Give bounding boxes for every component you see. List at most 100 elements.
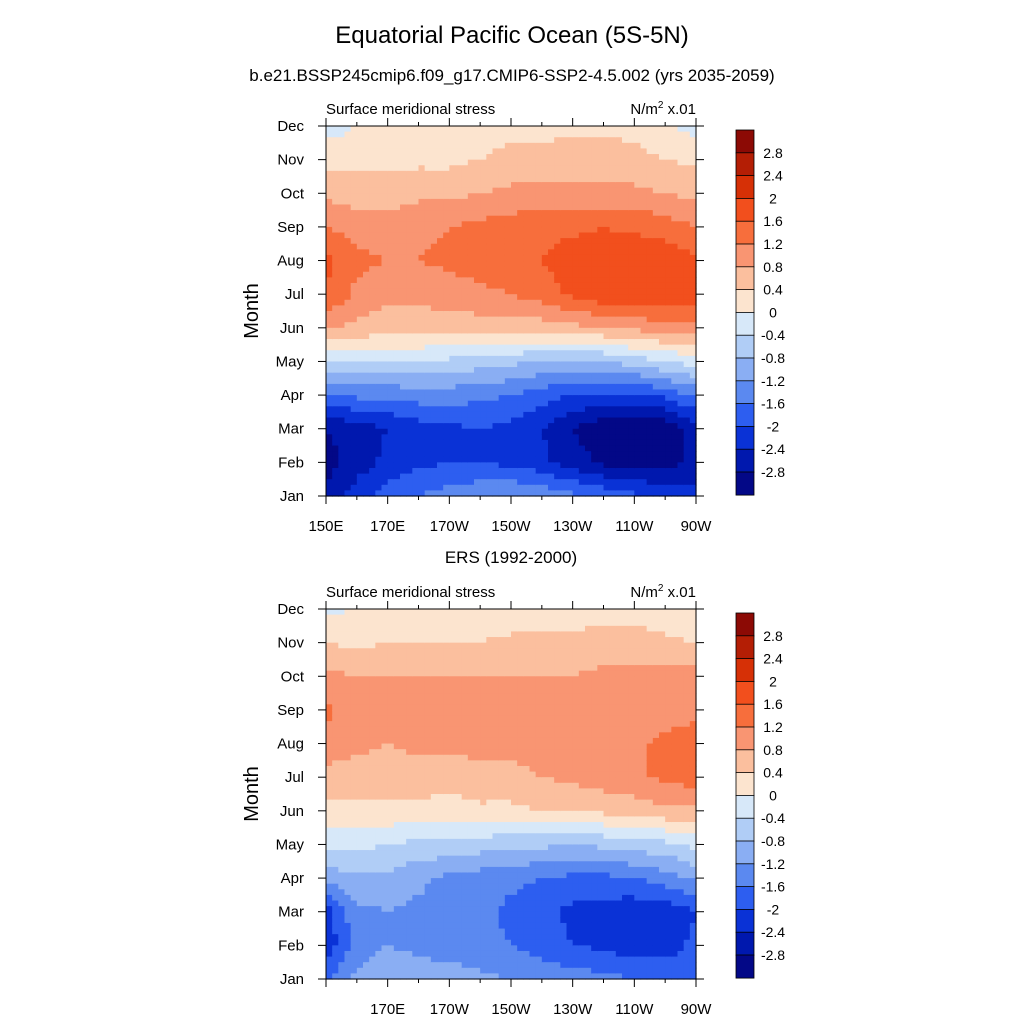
heatmap-cell bbox=[449, 243, 457, 250]
heatmap-cell bbox=[677, 271, 685, 278]
heatmap-cell bbox=[646, 210, 654, 217]
heatmap-cell bbox=[381, 777, 389, 784]
heatmap-cell bbox=[615, 288, 623, 295]
heatmap-cell bbox=[529, 322, 537, 329]
heatmap-cell bbox=[622, 467, 629, 475]
heatmap-cell bbox=[363, 165, 370, 172]
heatmap-cell bbox=[449, 131, 457, 138]
heatmap-cell bbox=[326, 299, 333, 306]
heatmap-cell bbox=[554, 467, 561, 475]
heatmap-cell bbox=[480, 271, 487, 278]
heatmap-cell bbox=[326, 648, 333, 655]
heatmap-cell bbox=[665, 451, 672, 458]
heatmap-cell bbox=[566, 484, 574, 491]
heatmap-cell bbox=[393, 238, 401, 245]
heatmap-cell bbox=[387, 137, 395, 144]
heatmap-cell bbox=[511, 170, 518, 178]
heatmap-cell bbox=[406, 620, 413, 627]
heatmap-cell bbox=[332, 243, 339, 250]
heatmap-cell bbox=[492, 170, 500, 178]
heatmap-cell bbox=[375, 967, 383, 974]
heatmap-cell bbox=[393, 154, 401, 161]
colorbar-swatch bbox=[735, 152, 755, 177]
heatmap-cell bbox=[585, 148, 592, 155]
heatmap-cell bbox=[461, 305, 469, 312]
heatmap-cell bbox=[443, 142, 450, 150]
heatmap-cell bbox=[504, 142, 512, 150]
heatmap-cell bbox=[449, 367, 457, 374]
heatmap-cell bbox=[609, 215, 617, 222]
heatmap-cell bbox=[486, 154, 494, 161]
heatmap-cell bbox=[455, 400, 463, 407]
heatmap-cell bbox=[363, 355, 370, 363]
heatmap-cell bbox=[529, 260, 537, 267]
heatmap-cell bbox=[430, 361, 438, 368]
heatmap-cell bbox=[369, 311, 376, 318]
heatmap-cell bbox=[437, 395, 444, 402]
heatmap-cell bbox=[369, 732, 376, 739]
heatmap-cell bbox=[369, 322, 376, 329]
heatmap-cell bbox=[517, 249, 524, 256]
heatmap-cell bbox=[326, 400, 333, 407]
heatmap-cell bbox=[677, 311, 685, 318]
heatmap-cell bbox=[492, 148, 500, 155]
heatmap-cell bbox=[381, 883, 389, 890]
heatmap-cell bbox=[326, 215, 333, 222]
heatmap-cell bbox=[326, 687, 333, 694]
heatmap-cell bbox=[665, 423, 672, 430]
heatmap-cell bbox=[640, 439, 648, 447]
heatmap-cell bbox=[671, 479, 679, 486]
heatmap-cell bbox=[363, 754, 370, 761]
heatmap-cell bbox=[332, 456, 339, 463]
heatmap-cell bbox=[523, 417, 531, 424]
heatmap-cell bbox=[350, 383, 358, 391]
heatmap-cell bbox=[406, 266, 413, 273]
heatmap-cell bbox=[498, 406, 506, 413]
heatmap-cell bbox=[646, 406, 654, 413]
heatmap-cell bbox=[578, 271, 586, 278]
heatmap-cell bbox=[597, 126, 605, 133]
heatmap-cell bbox=[640, 294, 648, 301]
heatmap-cell bbox=[350, 715, 358, 722]
heatmap-cell bbox=[597, 479, 605, 486]
heatmap-cell bbox=[689, 428, 697, 435]
heatmap-cell bbox=[430, 383, 438, 391]
heatmap-cell bbox=[375, 777, 383, 784]
heatmap-cell bbox=[332, 238, 339, 245]
heatmap-cell bbox=[350, 148, 358, 155]
heatmap-cell bbox=[566, 254, 574, 262]
heatmap-cell bbox=[529, 243, 537, 250]
heatmap-cell bbox=[535, 282, 543, 290]
heatmap-cell bbox=[677, 372, 685, 379]
heatmap-cell bbox=[338, 126, 346, 133]
heatmap-cell bbox=[683, 434, 691, 441]
heatmap-cell bbox=[689, 198, 697, 206]
heatmap-cell bbox=[344, 715, 352, 722]
heatmap-cell bbox=[430, 484, 438, 491]
heatmap-cell bbox=[338, 254, 346, 262]
heatmap-cell bbox=[504, 406, 512, 413]
heatmap-cell bbox=[572, 170, 580, 178]
heatmap-cell bbox=[369, 911, 376, 918]
heatmap-cell bbox=[393, 771, 401, 778]
heatmap-cell bbox=[406, 215, 413, 222]
heatmap-cell bbox=[677, 215, 685, 222]
heatmap-cell bbox=[338, 350, 346, 357]
heatmap-cell bbox=[375, 311, 383, 318]
heatmap-cell bbox=[356, 282, 364, 290]
heatmap-cell bbox=[406, 355, 413, 363]
heatmap-cell bbox=[437, 316, 444, 323]
heatmap-cell bbox=[480, 344, 487, 351]
heatmap-cell bbox=[480, 299, 487, 306]
heatmap-cell bbox=[338, 861, 346, 868]
heatmap-cell bbox=[344, 411, 352, 419]
heatmap-cell bbox=[603, 467, 611, 475]
heatmap-cell bbox=[406, 333, 413, 340]
heatmap-cell bbox=[344, 372, 352, 379]
heatmap-cell bbox=[393, 159, 401, 166]
heatmap-cell bbox=[683, 367, 691, 374]
heatmap-cell bbox=[430, 187, 438, 194]
heatmap-cell bbox=[363, 788, 370, 795]
heatmap-cell bbox=[622, 126, 629, 133]
heatmap-cell bbox=[665, 215, 672, 222]
